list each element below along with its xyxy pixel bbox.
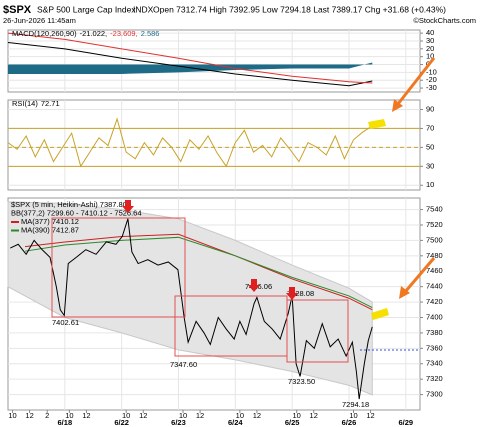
symbol: $SPX xyxy=(3,4,32,16)
y-tick-label: -10 xyxy=(426,67,437,76)
panel-title: RSI(14) 72.71 xyxy=(12,99,60,108)
y-tick-label: 30 xyxy=(426,161,434,170)
plot-area: 403020100-10-20-30MACD(120,260,90)-21.02… xyxy=(7,28,443,427)
x-tick-label: 10 xyxy=(8,411,16,420)
series-line xyxy=(7,42,373,87)
legend-entry: BB(377,2) 7299.60 - 7410.12 - 7526.64 xyxy=(11,208,142,217)
x-tick-label: 10 xyxy=(179,411,187,420)
date-label: 6/25 xyxy=(285,418,300,427)
y-tick-label: 7440 xyxy=(426,282,443,291)
range-box xyxy=(286,299,349,363)
y-tick-label: 7480 xyxy=(426,251,443,260)
legend-entry: $SPX (5 min, Heikin-Ashi) 7387.80 xyxy=(11,200,127,209)
legend-entry: MA(377) 7410.12 xyxy=(21,217,79,226)
x-tick-label: 10 xyxy=(349,411,357,420)
x-tick-label: 2 xyxy=(45,411,49,420)
y-tick-label: 7420 xyxy=(426,297,443,306)
title-text: MACD(120,260,90) xyxy=(12,29,77,38)
x-tick-label: 10 xyxy=(293,411,301,420)
title-value: -21.022, xyxy=(80,29,108,38)
y-tick-label: -20 xyxy=(426,75,437,84)
y-tick-label: 20 xyxy=(426,44,434,53)
y-tick-label: 7540 xyxy=(426,205,443,214)
exchange: INDX xyxy=(133,4,154,14)
histogram-area xyxy=(8,62,373,74)
orange-arrow-head xyxy=(399,286,410,299)
y-tick-label: 7300 xyxy=(426,390,443,399)
y-tick-label: 50 xyxy=(426,142,434,151)
y-tick-label: 10 xyxy=(426,180,434,189)
x-tick-label: 10 xyxy=(122,411,130,420)
x-tick-label: 12 xyxy=(310,411,318,420)
panel xyxy=(7,99,421,191)
y-tick-label: 10 xyxy=(426,52,434,61)
credit: ©StockCharts.com xyxy=(413,16,476,25)
series-line xyxy=(7,117,373,168)
yellow-marker xyxy=(368,119,386,129)
date-label: 6/18 xyxy=(58,418,73,427)
x-tick-label: 12 xyxy=(366,411,374,420)
y-tick-label: 7360 xyxy=(426,343,443,352)
date-label: 6/24 xyxy=(228,418,243,427)
annotations-layer xyxy=(51,57,436,363)
date-label: 6/29 xyxy=(398,418,413,427)
x-tick-label: 12 xyxy=(82,411,90,420)
x-tick-label: 12 xyxy=(139,411,147,420)
title-value: 72.71 xyxy=(41,99,60,108)
y-tick-label: 7520 xyxy=(426,220,443,229)
date-label: 6/23 xyxy=(171,418,186,427)
date: 26-Jun-2026 11:45am xyxy=(3,16,76,25)
y-tick-label: 7400 xyxy=(426,312,443,321)
y-tick-label: -30 xyxy=(426,83,437,92)
orange-arrow-head xyxy=(392,99,403,112)
y-tick-label: 40 xyxy=(426,28,434,37)
price-annotation: 7402.61 xyxy=(52,318,79,327)
series-line xyxy=(24,233,373,311)
y-tick-label: 7340 xyxy=(426,359,443,368)
title-text: RSI(14) xyxy=(12,99,38,108)
legend-entry: MA(390) 7412.87 xyxy=(21,225,79,234)
y-tick-label: 90 xyxy=(426,104,434,113)
date-label: 6/22 xyxy=(114,418,129,427)
price-annotation: 7323.50 xyxy=(288,377,315,386)
y-tick-label: 7380 xyxy=(426,328,443,337)
yellow-marker xyxy=(371,308,389,320)
orange-arrow xyxy=(396,57,436,105)
date-label: 6/26 xyxy=(342,418,357,427)
x-tick-label: 12 xyxy=(196,411,204,420)
title-value: -23.609, xyxy=(110,29,138,38)
x-tick-label: 12 xyxy=(253,411,261,420)
series-line xyxy=(7,32,373,84)
y-tick-label: 7460 xyxy=(426,266,443,275)
red-arrow xyxy=(122,200,134,213)
red-arrow xyxy=(248,279,260,292)
range-box xyxy=(51,217,186,318)
x-tick-label: 10 xyxy=(65,411,73,420)
price-annotation: 7347.60 xyxy=(170,360,197,369)
y-tick-label: 7320 xyxy=(426,374,443,383)
series-line xyxy=(24,236,373,309)
orange-arrow xyxy=(403,257,436,293)
quote: Open 7312.74 High 7392.95 Low 7294.18 La… xyxy=(153,4,446,14)
x-tick-label: 10 xyxy=(236,411,244,420)
y-tick-label: 7500 xyxy=(426,235,443,244)
y-tick-label: 70 xyxy=(426,123,434,132)
index-name: S&P 500 Large Cap Index xyxy=(37,4,136,14)
x-tick-label: 12 xyxy=(25,411,33,420)
red-arrow xyxy=(286,287,298,300)
title-value: 2.586 xyxy=(141,29,160,38)
price-annotation: 7428.08 xyxy=(287,289,314,298)
price-annotation: 7294.18 xyxy=(342,400,369,409)
series-line xyxy=(10,218,373,400)
y-tick-label: 30 xyxy=(426,36,434,45)
panel-title: MACD(120,260,90) -21.022, -23.609, 2.586 xyxy=(12,29,159,38)
